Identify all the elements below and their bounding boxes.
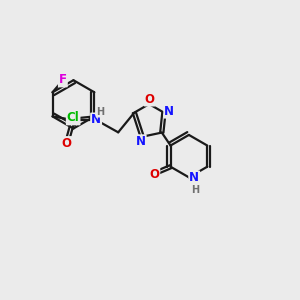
Text: O: O — [61, 137, 71, 150]
Text: H: H — [97, 107, 105, 117]
Text: N: N — [136, 135, 146, 148]
Text: Cl: Cl — [67, 111, 80, 124]
Text: O: O — [149, 168, 159, 181]
Text: F: F — [59, 74, 67, 86]
Text: O: O — [145, 93, 155, 106]
Text: H: H — [191, 185, 199, 195]
Text: N: N — [189, 171, 199, 184]
Text: N: N — [91, 113, 101, 127]
Text: N: N — [164, 105, 174, 118]
